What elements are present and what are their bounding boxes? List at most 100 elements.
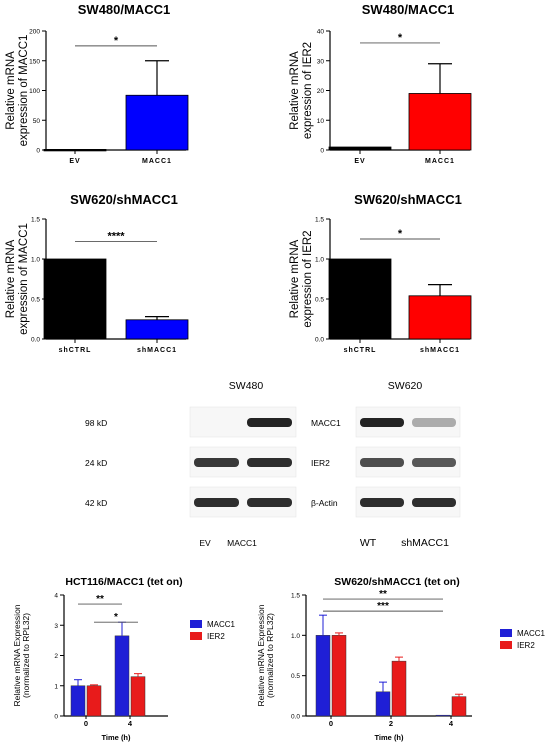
y-tick-label: 0 [54,714,58,721]
blot-lane-label: shMACC1 [401,537,449,549]
bar [70,685,86,717]
bar [408,295,472,340]
significance-label: * [398,32,403,44]
blot-panel-title: SW480 [229,380,264,392]
blot-protein-label: β-Actin [311,498,338,508]
blot-band [412,498,456,507]
x-tick-label: 4 [128,719,133,728]
y-axis-label: Relative mRNA [5,51,17,130]
y-tick-label: 100 [29,88,40,95]
legend-label: MACC1 [207,620,236,629]
legend-swatch [500,629,512,637]
blot-band [247,418,292,427]
x-axis-label: Time (h) [374,733,404,742]
legend-swatch [190,620,202,628]
y-tick-label: 1.0 [291,633,300,640]
chart-c: SW620/shMACC1 0.0 0.5 1.0 1.5 Relative mRNA ex… [5,192,189,354]
y-tick-label: 0 [320,148,324,155]
y-axis-label: expression of MACC1 [18,223,30,335]
x-tick-label: 4 [449,719,454,728]
legend-swatch [500,641,512,649]
y-tick-label: 150 [29,58,40,65]
bar [114,635,130,717]
y-tick-label: 1.5 [315,217,324,224]
significance-label: **** [107,230,125,242]
y-tick-label: 0.5 [31,297,40,304]
y-tick-label: 0.0 [291,714,300,721]
significance-label: * [398,228,403,240]
y-tick-label: 1.0 [31,257,40,264]
y-axis-label: expression of MACC1 [18,35,30,147]
x-tick-label: EV [69,158,80,165]
y-tick-label: 30 [317,58,325,65]
blot-lane-label: WT [360,537,377,549]
y-axis-label: (normalized to RPL32) [21,613,31,698]
y-tick-label: 0.0 [31,337,40,344]
blot-band [360,498,404,507]
y-tick-label: 1.0 [315,257,324,264]
significance-label: * [114,35,119,47]
y-tick-label: 50 [33,118,41,125]
y-axis-label: Relative mRNA Expression [12,604,22,706]
western-blot: SW480 SW620 98 kD MACC1 24 kD IER2 42 kD β-Acti… [85,380,461,549]
x-tick-label: shMACC1 [137,347,177,354]
x-tick-label: shCTRL [59,347,92,354]
chart-title: SW480/MACC1 [78,2,170,17]
blot-size-label: 98 kD [85,418,107,428]
y-axis-label: Relative mRNA [289,51,301,130]
x-tick-label: EV [354,158,365,165]
chart-e: HCT116/MACC1 (tet on) 0 1 2 3 4 Relative mRNA … [12,576,236,742]
blot-band [194,458,239,467]
legend-label: IER2 [207,632,225,641]
bar [125,319,189,340]
blot-band [194,498,239,507]
y-tick-label: 1 [54,683,58,690]
y-axis-label: Relative mRNA [5,239,17,318]
y-tick-label: 20 [317,88,325,95]
y-tick-label: 200 [29,29,40,36]
chart-title: SW620/shMACC1 [70,192,178,207]
y-tick-label: 0.0 [315,337,324,344]
chart-title: SW620/shMACC1 (tet on) [334,576,459,588]
x-tick-label: 0 [84,719,88,728]
blot-size-label: 42 kD [85,498,107,508]
bar [43,258,107,340]
y-tick-label: 3 [54,623,58,630]
chart-title: SW620/shMACC1 [354,192,462,207]
bar [408,93,472,151]
y-tick-label: 0 [36,148,40,155]
significance-label: ** [379,589,387,600]
bar [435,714,451,717]
y-axis-label: expression of IER2 [302,230,314,327]
y-tick-label: 1.5 [31,217,40,224]
blot-protein-label: MACC1 [311,418,341,428]
bar [130,676,146,717]
blot-band [412,418,456,427]
x-tick-label: MACC1 [142,158,172,165]
y-axis-label: expression of IER2 [302,42,314,139]
y-axis-label: (normalized to RPL32) [265,613,275,698]
x-axis-label: Time (h) [101,733,131,742]
blot-size-label: 24 kD [85,458,107,468]
significance-label: ** [96,594,104,605]
significance-label: *** [377,601,389,612]
y-tick-label: 0.5 [315,297,324,304]
y-tick-label: 2 [54,653,58,660]
bar [328,258,392,340]
x-tick-label: 0 [329,719,333,728]
chart-title: SW480/MACC1 [362,2,454,17]
y-tick-label: 4 [54,593,58,600]
chart-f: SW620/shMACC1 (tet on) 0.0 0.5 1.0 1.5 Relati… [256,576,546,742]
bar [328,146,392,151]
legend-label: IER2 [517,641,535,650]
blot-protein-label: IER2 [311,458,330,468]
bar [375,691,391,717]
blot-band [360,418,404,427]
chart-d: SW620/shMACC1 0.0 0.5 1.0 1.5 Relative mRNA ex… [289,192,472,354]
x-tick-label: MACC1 [425,158,455,165]
bar [451,696,467,717]
x-tick-label: 2 [389,719,393,728]
chart-a: SW480/MACC1 0 50 100 150 200 Relative mRNA expr… [5,2,189,165]
bar [125,94,189,151]
